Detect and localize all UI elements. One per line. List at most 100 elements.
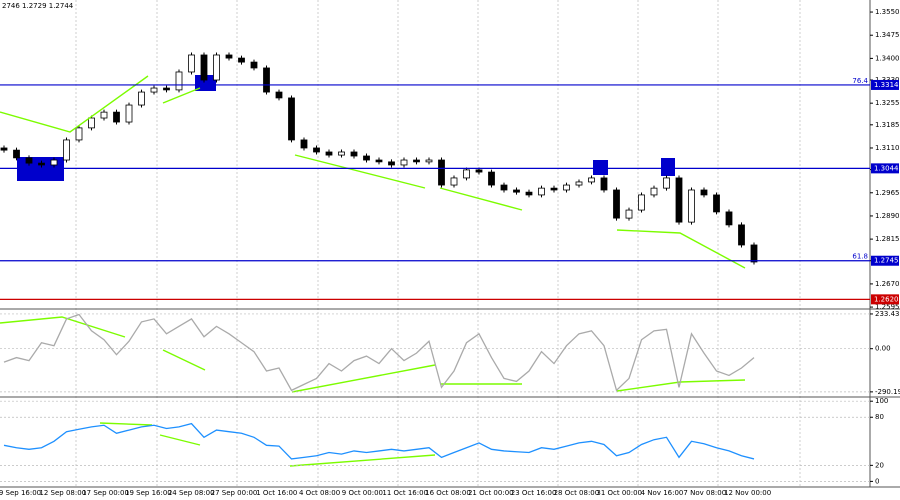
candle-body — [188, 54, 195, 73]
vertical-grid — [75, 0, 801, 487]
candle-body — [438, 159, 445, 186]
x-tick-label: 31 Oct 00:00 — [596, 489, 642, 497]
candle-body — [463, 169, 470, 179]
trend-line — [162, 349, 206, 371]
candle-body — [575, 181, 583, 186]
candle-body — [400, 159, 408, 166]
level-tag — [871, 79, 899, 90]
x-tick-label: 23 Oct 16:00 — [511, 489, 557, 497]
level-tag — [871, 255, 899, 266]
candle-body — [275, 91, 283, 99]
level-label: 1.2620 — [874, 295, 899, 303]
zone-boxes — [17, 75, 675, 181]
trend-line — [291, 364, 436, 393]
candle-body — [88, 117, 95, 129]
indicator-line — [3, 422, 755, 460]
level-label: 1.3044 — [874, 164, 899, 172]
trend-line — [289, 454, 436, 467]
trend-line — [162, 87, 201, 104]
candle-body — [738, 224, 745, 246]
candle-body — [388, 161, 395, 166]
indicator-line — [3, 313, 755, 392]
candle-body — [238, 57, 245, 63]
candle-body — [338, 151, 345, 156]
candle-body — [613, 189, 620, 219]
y-tick-label: 1.2595 — [875, 303, 900, 311]
candle-body — [38, 162, 45, 166]
candle-body — [113, 111, 120, 123]
y-tick-label: 1.3185 — [875, 121, 900, 129]
candle-body — [625, 209, 633, 219]
candle-body — [50, 159, 58, 166]
trend-lines — [0, 75, 746, 467]
trend-line — [159, 434, 201, 446]
candle-body — [325, 151, 333, 156]
candle-body — [213, 54, 220, 81]
candle-body — [663, 177, 670, 189]
y-tick-label: 1.2965 — [875, 189, 900, 197]
level-tag — [871, 294, 899, 305]
x-tick-label: 28 Oct 08:00 — [554, 489, 600, 497]
candle-body — [513, 189, 520, 193]
candle-body — [525, 191, 533, 196]
candle-body — [713, 194, 720, 213]
y-tick-label: 233.4378 — [875, 310, 900, 318]
candle-body — [675, 177, 683, 223]
candle-body — [25, 157, 33, 164]
candle-body — [588, 177, 595, 183]
candle-body — [700, 189, 708, 196]
candle-body — [263, 67, 270, 93]
candle-body — [538, 187, 545, 196]
x-tick-label: 1 Oct 16:00 — [256, 489, 297, 497]
fib-label: 76.4 — [852, 77, 868, 85]
candle-body — [63, 139, 70, 161]
y-tick-label: 1.3550 — [875, 8, 900, 16]
candle-body — [600, 177, 608, 191]
y-tick-label: 0.00 — [875, 345, 891, 353]
y-tick-label: 1.2890 — [875, 212, 900, 220]
zone-box — [593, 160, 608, 175]
candle-body — [350, 151, 358, 157]
candle-body — [750, 244, 758, 263]
trend-line — [616, 229, 746, 269]
y-tick-label: 1.3475 — [875, 31, 900, 39]
y-tick-label: 1.3400 — [875, 54, 900, 62]
candle-body — [475, 169, 483, 173]
candle-body — [638, 194, 645, 211]
candles — [0, 52, 758, 265]
candle-body — [550, 187, 558, 191]
x-tick-label: 11 Oct 16:00 — [382, 489, 428, 497]
ohlc-header: 2746 1.2729 1.2744 — [2, 2, 74, 10]
trend-line — [99, 422, 153, 426]
candle-body — [500, 184, 508, 191]
zone-box — [661, 158, 675, 176]
fib-label: 61.8 — [852, 253, 868, 261]
candle-body — [650, 187, 658, 196]
candle-body — [138, 91, 145, 106]
y-tick-label: 100 — [875, 397, 888, 405]
x-tick-label: 21 Oct 00:00 — [468, 489, 514, 497]
candle-body — [13, 149, 20, 159]
y-tick-label: 1.2670 — [875, 280, 900, 288]
zone-box — [195, 75, 216, 91]
candle-body — [288, 97, 295, 141]
level-tag — [871, 163, 899, 174]
y-tick-label: 20 — [875, 461, 884, 469]
x-tick-label: 16 Oct 08:00 — [425, 489, 471, 497]
x-tick-label: 4 Nov 16:00 — [641, 489, 684, 497]
x-tick-label: 19 Sep 16:00 — [125, 489, 172, 497]
y-tick-label: 0 — [875, 477, 879, 485]
candle-body — [75, 127, 83, 141]
x-tick-label: 9 Sep 16:00 — [0, 489, 41, 497]
x-tick-label: 7 Nov 08:00 — [683, 489, 726, 497]
candle-body — [375, 159, 383, 163]
y-tick-label: 80 — [875, 413, 884, 421]
candle-body — [225, 54, 233, 59]
candle-body — [313, 147, 320, 153]
level-label: 1.2745 — [874, 257, 899, 265]
candle-body — [250, 61, 258, 69]
y-tick-label: 1.3255 — [875, 99, 900, 107]
candle-body — [300, 139, 308, 149]
